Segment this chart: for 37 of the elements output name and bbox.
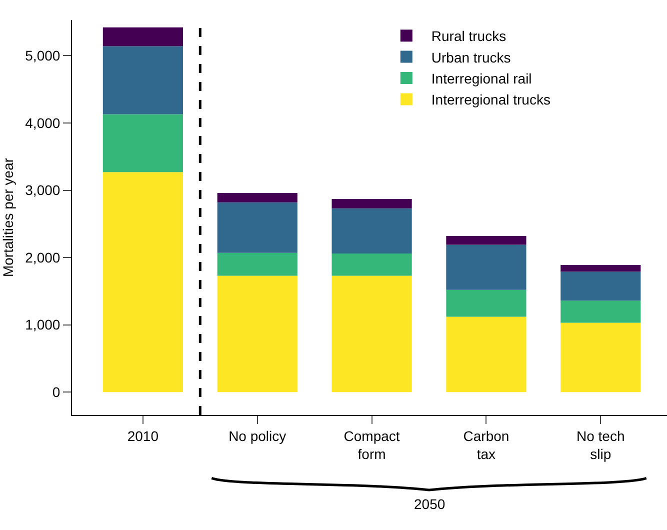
- y-tick-label: 3,000: [25, 182, 60, 198]
- y-axis-title: Mortalities per year: [0, 158, 16, 278]
- bar: [217, 276, 298, 392]
- x-tick-label: 2010: [127, 428, 159, 444]
- legend-label: Urban trucks: [431, 49, 511, 66]
- bar: [332, 198, 412, 208]
- bar: [446, 244, 526, 290]
- bar: [102, 27, 183, 46]
- y-tick-label: 1,000: [25, 316, 60, 333]
- bar: [560, 300, 641, 323]
- bar: [560, 322, 641, 392]
- x-tick-label: No policy: [228, 428, 286, 444]
- bar: [217, 252, 298, 276]
- bar: [446, 290, 526, 317]
- bar: [446, 236, 526, 245]
- bar: [332, 208, 412, 254]
- bar: [102, 172, 183, 392]
- y-tick-label: 0: [52, 384, 60, 400]
- y-tick-label: 5,000: [25, 48, 60, 64]
- bar: [332, 254, 412, 276]
- bar: [332, 276, 412, 392]
- bar: [102, 46, 183, 114]
- x-tick-label: No tech slip: [576, 428, 625, 462]
- bar: [560, 272, 641, 301]
- text: 2050: [414, 496, 446, 512]
- x-tick-label: Carbon tax: [463, 428, 510, 462]
- bar: [102, 114, 183, 172]
- bar: [446, 316, 526, 392]
- legend-label: Interregional rail: [431, 70, 532, 86]
- y-tick-label: 4,000: [25, 114, 60, 131]
- bar: [217, 192, 298, 202]
- bar: [560, 264, 641, 272]
- x-tick-label: Compact form: [344, 428, 400, 462]
- bar: [217, 202, 298, 253]
- legend-label: Interregional trucks: [431, 92, 550, 108]
- legend-label: Rural trucks: [431, 28, 506, 44]
- y-tick-label: 2,000: [25, 249, 60, 266]
